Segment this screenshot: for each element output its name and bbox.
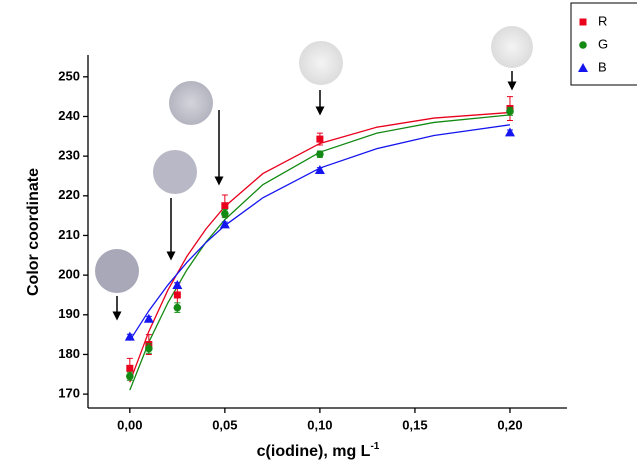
disc-photos	[95, 26, 533, 293]
point	[314, 165, 325, 175]
y-tick-label: 170	[58, 386, 80, 401]
x-tick-label: 0,20	[497, 417, 522, 432]
point	[124, 331, 135, 341]
y-tick-label: 180	[58, 346, 80, 361]
x-tick-label: 0,15	[402, 417, 427, 432]
y-tick-label: 190	[58, 306, 80, 321]
x-tick-label: 0,10	[307, 417, 332, 432]
legend-marker	[579, 41, 587, 49]
y-tick-label: 200	[58, 267, 80, 282]
x-tick-label: 0,05	[212, 417, 237, 432]
arrows	[112, 71, 517, 321]
y-tick-label: 210	[58, 227, 80, 242]
point	[221, 202, 229, 210]
y-axis-label: Color coordinate	[25, 168, 42, 296]
point	[145, 344, 153, 353]
y-tick-label: 230	[58, 148, 80, 163]
y-tick-label: 240	[58, 108, 80, 123]
point	[173, 303, 182, 312]
legend-marker	[578, 63, 588, 72]
point	[219, 219, 230, 229]
point	[126, 364, 134, 372]
point	[126, 372, 134, 381]
point	[173, 291, 181, 299]
point	[316, 150, 324, 158]
y-tick-label: 250	[58, 68, 80, 83]
x-axis-label: c(iodine), mg L-1	[257, 441, 380, 461]
x-axis-label-sup: -1	[370, 441, 379, 452]
legend-label: R	[598, 13, 607, 28]
y-tick-label: 220	[58, 187, 80, 202]
legend-label: G	[598, 36, 608, 51]
point	[506, 107, 514, 116]
x-axis-label-text: c(iodine), mg L	[257, 443, 371, 460]
point	[316, 135, 324, 143]
legend-label: B	[598, 59, 607, 74]
x-tick-label: 0,00	[117, 417, 142, 432]
point	[172, 280, 183, 290]
point	[221, 209, 229, 218]
point	[143, 313, 154, 323]
point	[504, 127, 515, 137]
legend-marker	[579, 18, 587, 26]
